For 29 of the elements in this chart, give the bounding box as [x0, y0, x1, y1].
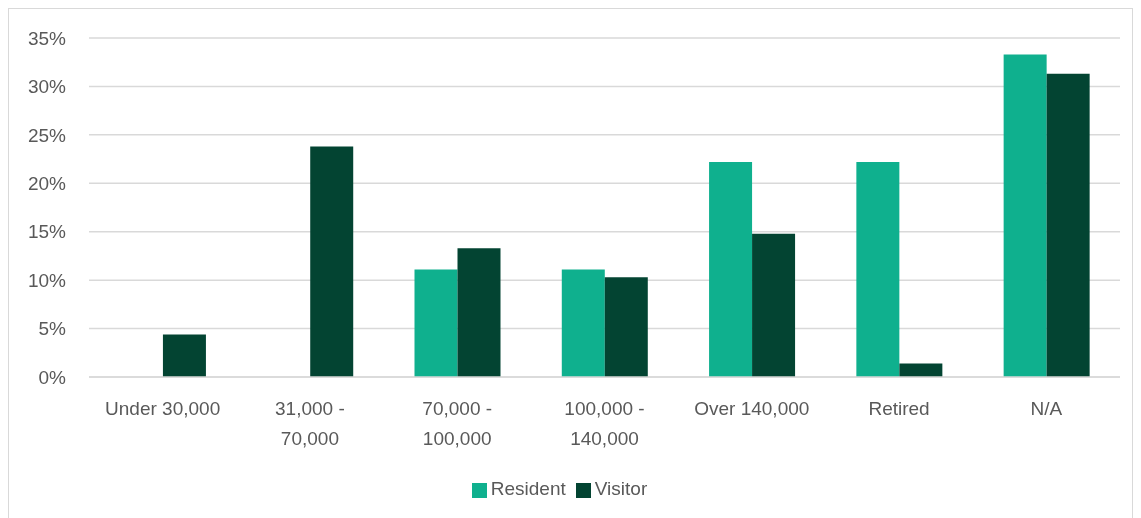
bar: [457, 248, 501, 377]
y-tick-label: 5%: [38, 318, 67, 340]
x-tick-label: Under 30,000: [105, 398, 221, 419]
bar: [162, 334, 206, 377]
x-tick-label: 70,000 - 100,000: [422, 398, 493, 449]
y-tick-label: 10%: [27, 269, 67, 291]
y-tick-label: 30%: [27, 76, 67, 98]
x-tick-label: 100,000 - 140,000: [564, 398, 645, 449]
bar: [1046, 73, 1090, 377]
bar: [604, 277, 648, 377]
bar: [856, 161, 900, 377]
bar: [561, 269, 605, 377]
bar: [414, 269, 458, 377]
bar: [1003, 54, 1047, 377]
y-tick-label: 35%: [27, 27, 67, 49]
bar: [752, 233, 796, 377]
y-tick-label: 20%: [27, 173, 67, 195]
bar: [310, 146, 354, 377]
x-tick-label: 31,000 - 70,000: [275, 398, 345, 449]
x-tick-label: Over 140,000: [694, 398, 810, 419]
x-tick-label: N/A: [1030, 398, 1063, 419]
y-tick-label: 25%: [27, 124, 67, 146]
y-tick-label: 15%: [27, 221, 67, 243]
x-tick-label: Retired: [868, 398, 930, 419]
legend-label: Resident: [490, 478, 566, 499]
legend-label: Visitor: [594, 478, 648, 499]
bar: [899, 363, 943, 377]
y-tick-label: 0%: [38, 366, 67, 388]
bar: [709, 161, 753, 377]
